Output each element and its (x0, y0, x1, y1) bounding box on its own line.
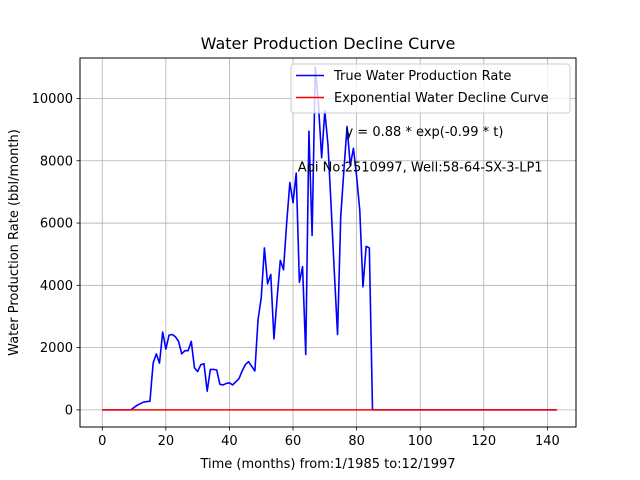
y-tick-label: 0 (65, 403, 73, 418)
x-tick-label: 20 (158, 434, 175, 449)
x-tick-label: 0 (98, 434, 106, 449)
plot-frame (79, 57, 577, 428)
x-tick-label: 100 (408, 434, 433, 449)
x-tick-label: 60 (285, 434, 302, 449)
legend-label-decline-curve: Exponential Water Decline Curve (334, 91, 549, 106)
series-layer (102, 66, 557, 411)
chart-annotation: Api No:2510997, Well:58-64-SX-3-LP1 (298, 161, 543, 176)
chart-title: Water Production Decline Curve (201, 34, 456, 53)
x-tick-label: 80 (348, 434, 365, 449)
x-axis-label: Time (months) from:1/1985 to:12/1997 (199, 457, 455, 472)
x-tick-label: 120 (471, 434, 496, 449)
x-tick-label: 40 (221, 434, 238, 449)
series-line-0 (102, 66, 557, 411)
legend: True Water Production Rate Exponential W… (290, 63, 571, 114)
legend-label-true-rate: True Water Production Rate (333, 69, 511, 84)
legend-box (290, 63, 571, 114)
y-tick-label: 2000 (40, 341, 73, 356)
tick-layer: 0 20 40 60 80 100 120 140 0 2000 4000 6000 8000 10000 (32, 92, 560, 449)
y-tick-label: 10000 (32, 92, 73, 107)
y-tick-label: 8000 (40, 154, 73, 169)
y-tick-label: 4000 (40, 279, 73, 294)
y-axis-label: Water Production Rate (bbl/month) (7, 129, 22, 356)
annotation-layer: y = 0.88 * exp(-0.99 * t) Api No:2510997,… (298, 125, 543, 176)
x-tick-label: 140 (535, 434, 560, 449)
y-tick-label: 6000 (40, 217, 73, 232)
chart-annotation: y = 0.88 * exp(-0.99 * t) (345, 125, 503, 140)
